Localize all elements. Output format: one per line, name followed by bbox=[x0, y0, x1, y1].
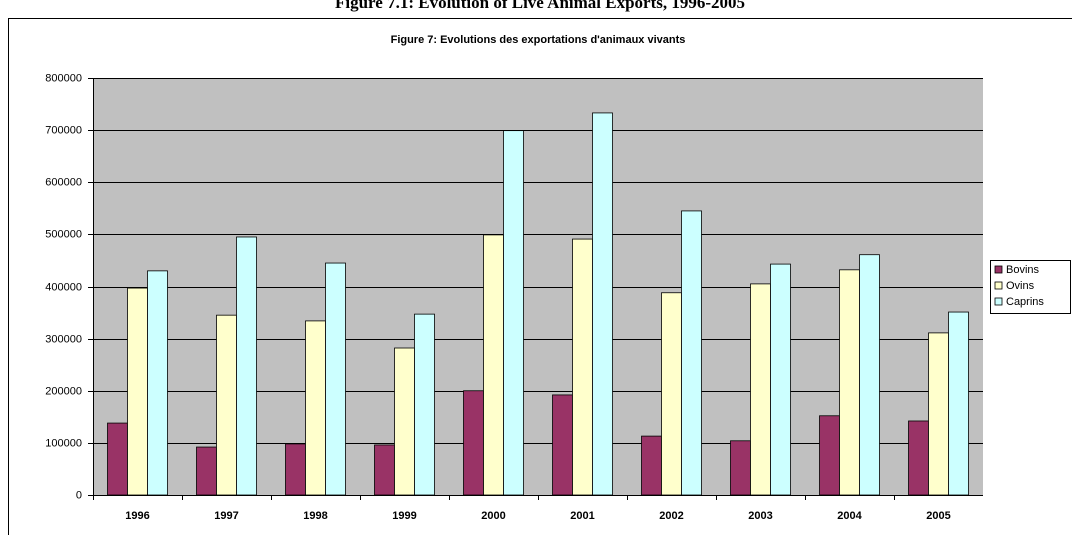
bar bbox=[731, 441, 751, 495]
legend-label: Ovins bbox=[1006, 280, 1035, 292]
y-tick-label: 700000 bbox=[45, 124, 82, 136]
bar bbox=[108, 423, 128, 495]
y-tick-label: 0 bbox=[76, 489, 82, 501]
bar bbox=[682, 211, 702, 495]
bar bbox=[326, 263, 346, 495]
x-tick-label: 1999 bbox=[392, 510, 416, 522]
bar bbox=[642, 436, 662, 495]
bar bbox=[553, 395, 573, 495]
bar bbox=[395, 348, 415, 495]
bar bbox=[148, 271, 168, 495]
bar bbox=[504, 131, 524, 495]
bar bbox=[286, 444, 306, 495]
x-tick-label: 2005 bbox=[926, 510, 950, 522]
bar bbox=[860, 255, 880, 495]
y-tick-label: 400000 bbox=[45, 281, 82, 293]
bar bbox=[771, 264, 791, 495]
bar bbox=[464, 391, 484, 495]
legend-label: Bovins bbox=[1006, 264, 1040, 276]
page-title: Figure 7.1: Evolution of Live Animal Exp… bbox=[335, 0, 745, 12]
y-tick-label: 200000 bbox=[45, 385, 82, 397]
bar bbox=[375, 445, 395, 495]
bar bbox=[573, 239, 593, 495]
legend-swatch bbox=[995, 298, 1002, 305]
bar bbox=[415, 314, 435, 495]
bar bbox=[217, 315, 237, 495]
x-tick-label: 1998 bbox=[303, 510, 327, 522]
bar bbox=[593, 113, 613, 495]
bar bbox=[128, 288, 148, 495]
bar bbox=[929, 333, 949, 495]
bar bbox=[909, 421, 929, 495]
y-tick-label: 100000 bbox=[45, 437, 82, 449]
legend-swatch bbox=[995, 266, 1002, 273]
y-tick-label: 600000 bbox=[45, 176, 82, 188]
x-tick-label: 2003 bbox=[748, 510, 772, 522]
x-tick-label: 2001 bbox=[570, 510, 594, 522]
bar bbox=[949, 312, 969, 495]
x-tick-label: 2000 bbox=[481, 510, 505, 522]
bar bbox=[237, 237, 257, 495]
y-tick-label: 300000 bbox=[45, 333, 82, 345]
chart-title: Figure 7: Evolutions des exportations d'… bbox=[391, 34, 686, 46]
x-tick-label: 1996 bbox=[125, 510, 149, 522]
y-tick-label: 800000 bbox=[45, 72, 82, 84]
y-tick-label: 500000 bbox=[45, 228, 82, 240]
x-tick-label: 2004 bbox=[837, 510, 862, 522]
x-tick-label: 2002 bbox=[659, 510, 683, 522]
bar bbox=[662, 293, 682, 495]
bar bbox=[197, 447, 217, 495]
legend-swatch bbox=[995, 282, 1002, 289]
bar bbox=[306, 321, 326, 495]
x-tick-label: 1997 bbox=[214, 510, 238, 522]
legend-label: Caprins bbox=[1006, 296, 1044, 308]
bar bbox=[751, 284, 771, 495]
bar bbox=[840, 270, 860, 495]
bar bbox=[820, 416, 840, 495]
bar bbox=[484, 235, 504, 495]
